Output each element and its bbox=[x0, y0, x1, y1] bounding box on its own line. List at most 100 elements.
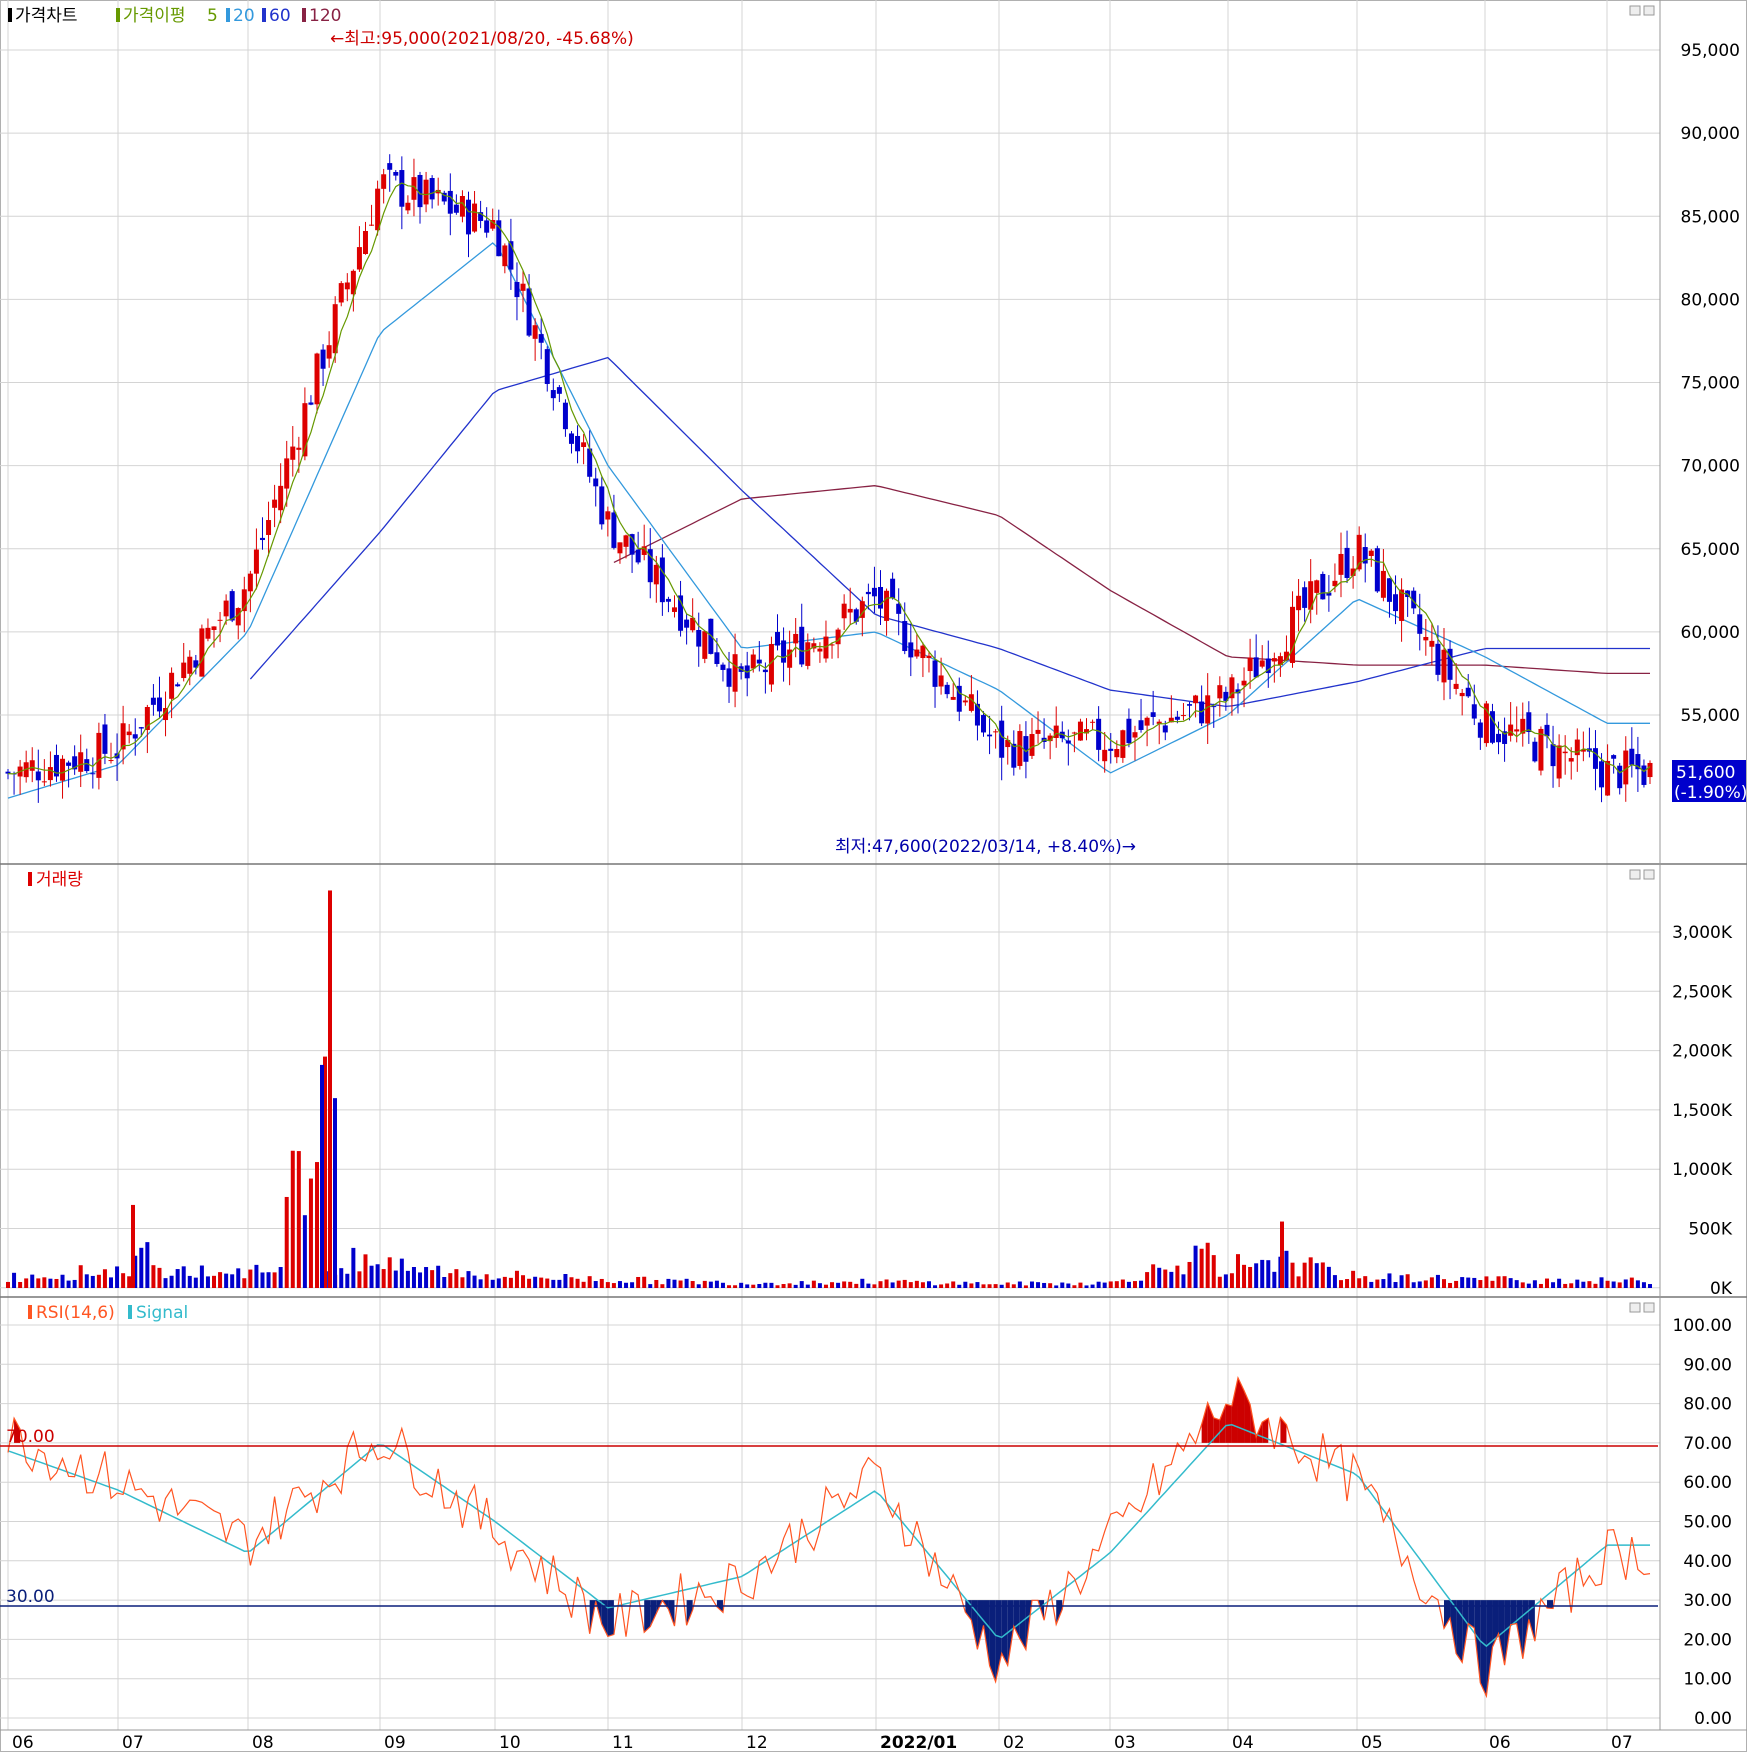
volume-spike-bar bbox=[323, 1056, 327, 1288]
minimize-icon[interactable] bbox=[1629, 5, 1641, 16]
ma60-path bbox=[249, 356, 1650, 708]
volume-bar bbox=[36, 1278, 41, 1288]
price-tick-label: 80,000 bbox=[1681, 290, 1740, 310]
volume-bar bbox=[42, 1277, 47, 1288]
rsi-panel-buttons[interactable] bbox=[1629, 1302, 1655, 1313]
candle-body bbox=[1453, 683, 1459, 689]
close-icon[interactable] bbox=[1643, 869, 1655, 880]
volume-bar bbox=[151, 1265, 156, 1288]
candle-body bbox=[1629, 748, 1635, 765]
candle-body bbox=[1459, 692, 1465, 697]
volume-bar bbox=[1254, 1263, 1259, 1288]
volume-bar bbox=[478, 1279, 483, 1288]
candle-body bbox=[568, 433, 574, 444]
volume-bar bbox=[1181, 1274, 1186, 1288]
rsi-oversold-fill bbox=[1001, 1600, 1008, 1666]
candle-body bbox=[290, 446, 296, 460]
candle-body bbox=[956, 685, 962, 712]
ma120-path bbox=[613, 485, 1650, 675]
volume-bar bbox=[339, 1268, 344, 1288]
month-label: 07 bbox=[1611, 1733, 1633, 1752]
volume-bar bbox=[1139, 1280, 1144, 1288]
rsi-oversold-fill bbox=[1480, 1600, 1487, 1697]
ma20-line bbox=[7, 242, 1650, 799]
candle-body bbox=[253, 549, 259, 574]
candle-body bbox=[235, 608, 241, 626]
candle-body bbox=[332, 304, 338, 354]
candle-body bbox=[1320, 573, 1326, 600]
candle-body bbox=[1411, 590, 1417, 609]
volume-bar bbox=[1496, 1276, 1501, 1288]
candle-body bbox=[308, 402, 314, 405]
volume-bar bbox=[642, 1276, 647, 1288]
volume-bar bbox=[799, 1281, 804, 1288]
volume-bar bbox=[1284, 1250, 1289, 1288]
candle-body bbox=[102, 724, 108, 754]
volume-tick-label: 3,000K bbox=[1672, 923, 1733, 943]
signal-path bbox=[7, 1424, 1650, 1648]
volume-bar bbox=[254, 1264, 259, 1288]
candle-body bbox=[1126, 718, 1132, 744]
candle-body bbox=[393, 171, 399, 176]
volume-bar bbox=[1266, 1260, 1271, 1288]
month-label: 05 bbox=[1361, 1733, 1383, 1752]
volume-bar bbox=[484, 1274, 489, 1288]
volume-bar bbox=[1478, 1280, 1483, 1288]
close-icon[interactable] bbox=[1643, 5, 1655, 16]
candle-body bbox=[1617, 765, 1623, 789]
volume-bar bbox=[1484, 1276, 1489, 1288]
candle-body bbox=[399, 170, 405, 207]
candle-body bbox=[981, 715, 987, 733]
volume-bar bbox=[1551, 1282, 1556, 1288]
volume-bar bbox=[611, 1283, 616, 1288]
candle-body bbox=[126, 731, 132, 736]
volume-bar bbox=[399, 1258, 404, 1288]
volume-bar bbox=[969, 1283, 974, 1288]
candle-body bbox=[1611, 755, 1617, 759]
candle-body bbox=[266, 520, 272, 535]
volume-bar bbox=[1242, 1264, 1247, 1288]
candle-body bbox=[1059, 731, 1065, 739]
volume-bar bbox=[581, 1281, 586, 1288]
volume-bar bbox=[1011, 1284, 1016, 1288]
volume-bar bbox=[272, 1272, 277, 1288]
volume-bar bbox=[1205, 1242, 1210, 1288]
volume-bar bbox=[1187, 1261, 1192, 1288]
volume-bar bbox=[1199, 1248, 1204, 1288]
volume-bar bbox=[1260, 1259, 1265, 1288]
minimize-icon[interactable] bbox=[1629, 1302, 1641, 1313]
volume-bar bbox=[115, 1266, 120, 1288]
volume-bar bbox=[1648, 1284, 1652, 1288]
rsi-oversold-fill bbox=[1516, 1600, 1523, 1659]
volume-bar bbox=[205, 1276, 210, 1288]
volume-bar bbox=[369, 1265, 374, 1288]
rsi-oversold-fill bbox=[1443, 1600, 1451, 1629]
volume-bar bbox=[351, 1247, 356, 1288]
volume-bar bbox=[90, 1275, 95, 1288]
candle-body bbox=[1193, 695, 1199, 704]
candle-body bbox=[1380, 570, 1386, 598]
volume-panel-buttons[interactable] bbox=[1629, 869, 1655, 880]
volume-bar bbox=[836, 1282, 841, 1288]
candle-body bbox=[144, 706, 150, 731]
rsi-tick-label: 50.00 bbox=[1683, 1513, 1732, 1533]
candle-body bbox=[272, 499, 278, 508]
price-tick-label: 60,000 bbox=[1681, 623, 1740, 643]
candle-body bbox=[1120, 730, 1126, 758]
close-icon[interactable] bbox=[1643, 1302, 1655, 1313]
volume-bar bbox=[1405, 1274, 1410, 1288]
price-panel-buttons[interactable] bbox=[1629, 5, 1655, 16]
price-legend: 가격차트 가격이평 5 20 60 120 bbox=[8, 6, 341, 26]
volume-bar bbox=[878, 1281, 883, 1288]
rsi-path bbox=[7, 1375, 1651, 1699]
candle-body bbox=[1538, 728, 1544, 771]
volume-bar bbox=[690, 1281, 695, 1288]
candle-body bbox=[1302, 587, 1308, 608]
minimize-icon[interactable] bbox=[1629, 869, 1641, 880]
price-tick-label: 70,000 bbox=[1681, 457, 1740, 477]
candle-body bbox=[914, 649, 920, 657]
candle-body bbox=[1265, 658, 1271, 674]
volume-bar bbox=[945, 1283, 950, 1288]
candle-body bbox=[1556, 745, 1562, 779]
volume-bar bbox=[472, 1275, 477, 1288]
